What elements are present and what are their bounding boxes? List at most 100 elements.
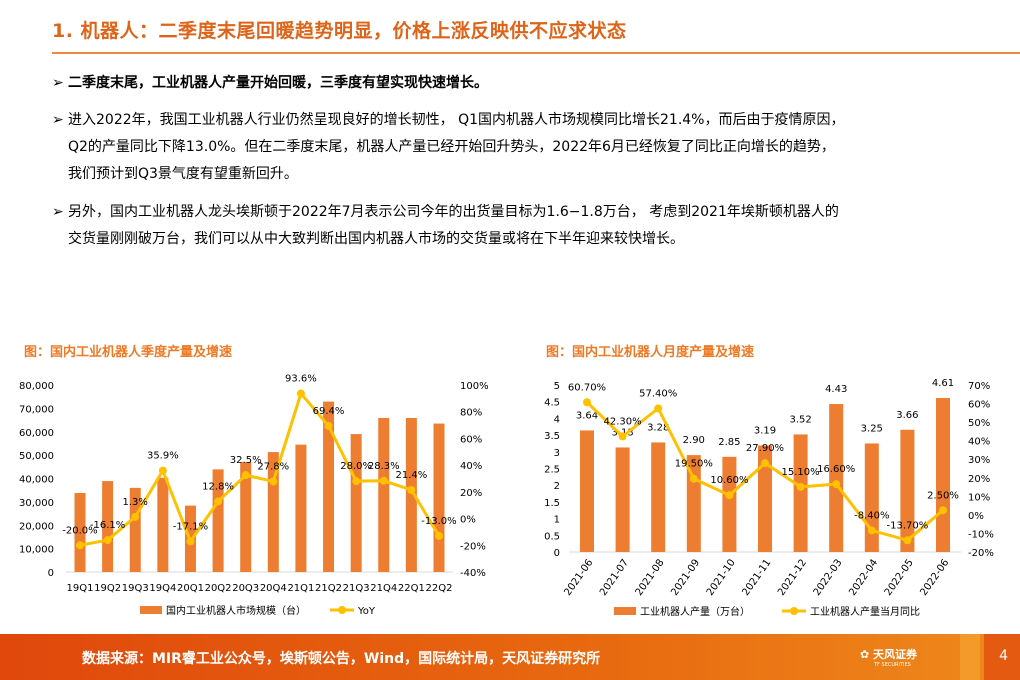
x-axis-tick: 2021-11	[740, 557, 773, 598]
left-axis-tick: 30,000	[19, 498, 54, 509]
right-axis-tick: 60%	[460, 434, 482, 445]
bar	[350, 434, 362, 572]
x-axis-tick: 19Q2	[94, 583, 121, 594]
line-data-label: 10.60%	[710, 475, 748, 486]
left-axis-tick: 1	[554, 515, 560, 526]
bar	[267, 452, 279, 572]
right-axis-tick: 100%	[460, 381, 489, 392]
line-point	[186, 537, 195, 546]
line-data-label: -16.1%	[90, 520, 125, 531]
logo-text: 天风证券	[873, 648, 918, 661]
line-point	[618, 432, 627, 441]
line-point	[324, 421, 333, 430]
bar	[433, 423, 445, 572]
bar-data-label: 3.28	[647, 422, 669, 433]
x-axis-tick: 21Q2	[315, 583, 342, 594]
yoy-line	[79, 392, 441, 547]
x-axis-tick: 21Q4	[370, 583, 397, 594]
left-axis-tick: 80,000	[19, 381, 54, 392]
line-data-label: 21.4%	[395, 470, 427, 481]
line-data-label: 57.40%	[639, 388, 677, 399]
line-data-label: -17.1%	[173, 521, 208, 532]
legend-label-bar: 工业机器人产量（万台）	[640, 605, 750, 618]
bar	[758, 445, 772, 552]
x-axis-tick: 21Q1	[287, 583, 314, 594]
bullet-3: ➢ 另外，国内工业机器人龙头埃斯顿于2022年7月表示公司今年的出货量目标为1.6…	[52, 199, 972, 253]
line-data-label: 12.8%	[202, 481, 234, 492]
line-data-label: 93.6%	[285, 374, 317, 385]
line-point	[296, 389, 305, 398]
line-data-label: 42.30%	[604, 416, 642, 427]
bar	[323, 401, 335, 572]
right-axis-tick: 10%	[968, 492, 990, 503]
left-axis-tick: 50,000	[19, 451, 54, 462]
right-axis-tick: 40%	[460, 461, 482, 472]
bar-data-label: 3.64	[576, 410, 598, 421]
right-axis-tick: 0%	[968, 511, 984, 522]
slide-title: 1. 机器人：二季度末尾回暖趋势明显，价格上涨反映供不应求状态	[52, 20, 627, 42]
line-point	[583, 398, 591, 407]
bullet-text: 进入2022年，我国工业机器人行业仍然呈现良好的增长韧性， Q1国内机器人市场规…	[68, 112, 845, 128]
company-logo: ✿ 天风证券 TF SECURITIES	[860, 648, 918, 668]
line-data-label: 27.90%	[746, 443, 784, 454]
left-axis-tick: 3.5	[544, 431, 560, 442]
bar	[900, 429, 915, 552]
right-axis-tick: -20%	[460, 541, 486, 552]
x-axis-tick: 20Q1	[177, 583, 204, 594]
bar	[212, 469, 224, 572]
left-axis-tick: 2	[554, 481, 560, 492]
right-axis-tick: 60%	[968, 400, 990, 411]
left-axis-tick: 3	[554, 448, 560, 459]
x-axis-tick: 2022-05	[883, 557, 916, 598]
arrow-bullet-icon: ➢	[52, 112, 64, 128]
bar-data-label: 2.85	[718, 437, 740, 448]
line-point	[939, 506, 947, 515]
left-axis-tick: 4.5	[544, 398, 560, 409]
footer-bar: 数据来源：MIR睿工业公众号，埃斯顿公告，Wind，国际统计局，天风证券研究所 …	[0, 634, 1020, 680]
line-point	[131, 512, 140, 521]
bullet-1: ➢ 二季度末尾，工业机器人产量开始回暖，三季度有望实现快速增长。	[52, 70, 972, 97]
x-axis-tick: 2022-04	[847, 557, 880, 598]
left-axis-tick: 0	[554, 548, 560, 559]
bar	[651, 442, 666, 552]
bar	[405, 417, 417, 572]
line-point	[796, 482, 805, 491]
chart-title-monthly: 图：国内工业机器人月度产量及增速	[546, 345, 755, 360]
x-axis-tick: 20Q4	[260, 583, 287, 594]
right-axis-tick: 70%	[968, 381, 990, 392]
line-point	[269, 477, 278, 486]
data-source: 数据来源：MIR睿工业公众号，埃斯顿公告，Wind，国际统计局，天风证券研究所	[82, 651, 601, 667]
x-axis-tick: 2022-03	[812, 557, 845, 598]
line-point	[352, 477, 361, 486]
line-data-label: 28.0%	[340, 461, 372, 472]
legend-bar-swatch	[614, 607, 636, 615]
right-axis-tick: 0%	[460, 515, 476, 526]
x-axis-tick: 19Q3	[122, 583, 149, 594]
line-data-label: 28.3%	[368, 461, 400, 472]
x-axis-tick: 20Q3	[232, 583, 259, 594]
legend-label-line: YoY	[357, 606, 376, 617]
bar	[793, 434, 808, 552]
bar	[829, 404, 844, 552]
page-number: 4	[999, 648, 1008, 664]
line-data-label: 35.9%	[147, 451, 179, 462]
legend-line-marker	[338, 606, 346, 614]
line-point	[379, 476, 388, 485]
right-axis-tick: 80%	[460, 408, 482, 419]
x-axis-tick: 22Q1	[398, 583, 425, 594]
x-axis-tick: 2021-07	[598, 557, 631, 598]
line-point	[407, 485, 416, 494]
x-axis-tick: 19Q4	[149, 583, 176, 594]
bar-data-label: 3.19	[754, 425, 776, 436]
logo-subtext: TF SECURITIES	[874, 662, 911, 668]
x-axis-tick: 2021-06	[562, 557, 595, 598]
line-point	[76, 541, 84, 550]
left-axis-tick: 0.5	[544, 531, 560, 542]
x-axis-tick: 2021-10	[705, 557, 738, 598]
bar-data-label: 4.61	[932, 378, 954, 389]
line-point	[903, 536, 912, 545]
line-point	[689, 474, 698, 483]
x-axis-tick: 21Q3	[343, 583, 370, 594]
bar	[580, 430, 594, 552]
bar	[864, 443, 879, 552]
